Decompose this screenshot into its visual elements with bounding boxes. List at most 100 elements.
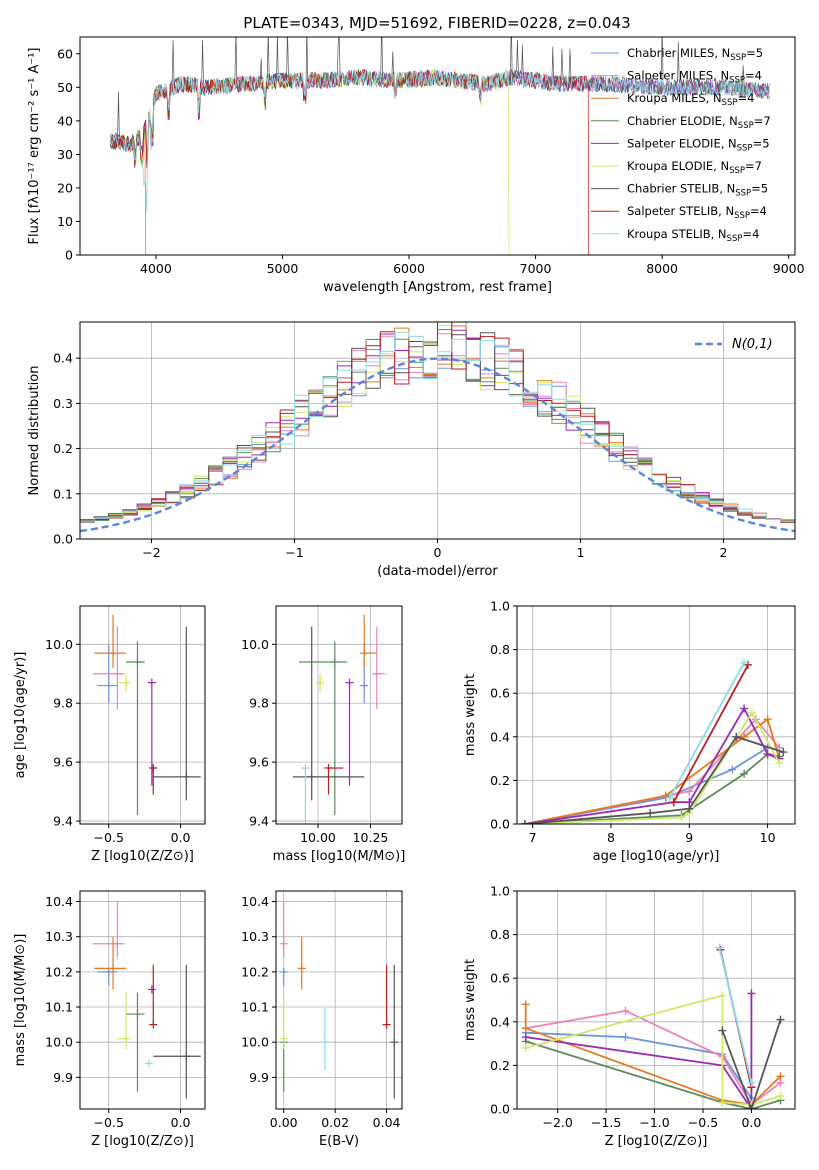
y-tick-label: 1.0	[490, 884, 510, 899]
x-tick-label: 4000	[140, 261, 172, 276]
spectrum-panel: 4000 5000 6000 7000 8000 9000 0 10 20 30 40 50 60 wav…	[27, 36, 805, 295]
y-tick-label: 10.0	[45, 637, 73, 652]
data-point	[104, 967, 113, 976]
y-tick-label: 50	[57, 80, 73, 95]
data-point	[360, 681, 369, 690]
data-point	[182, 1052, 191, 1061]
axes-frame	[516, 890, 796, 1110]
y-axis-label: Normed distribution	[27, 366, 42, 496]
y-tick-label: 20	[57, 180, 73, 195]
x-axis-label: Z [log10(Z/Z⊙)]	[91, 849, 194, 864]
y-tick-label: 0.4	[490, 729, 510, 744]
y-tick-label: 9.9	[249, 1070, 269, 1085]
data-point	[182, 772, 191, 781]
y-axis-label: mass weight	[463, 959, 478, 1041]
y-tick-label: 0.6	[490, 686, 510, 701]
series-marker	[715, 943, 724, 952]
y-tick-label: 0.1	[53, 486, 73, 501]
y-tick-label: 10.1	[45, 1000, 73, 1015]
data-point	[133, 1010, 142, 1019]
series-marker	[776, 1091, 785, 1100]
data-point	[320, 1038, 329, 1047]
data-point	[113, 669, 122, 678]
data-point	[113, 939, 122, 948]
x-tick-label: 6000	[393, 261, 425, 276]
weight-vs-Z-panel: −2.0 −1.5 −1.0 −0.5 0.0 0.0 0.2 0.4 0.6 0.8 1.0 Z […	[463, 884, 796, 1149]
data-point	[279, 1034, 288, 1043]
series-line	[525, 993, 753, 1109]
series-marker	[776, 1072, 785, 1081]
x-tick-label: 5000	[267, 261, 299, 276]
data-point	[121, 1034, 130, 1043]
data-point	[345, 678, 354, 687]
series-marker	[677, 813, 686, 822]
y-tick-label: 10.4	[241, 894, 269, 909]
y-tick-label: 9.9	[53, 1070, 73, 1085]
axes-frame	[275, 890, 403, 1110]
series-marker	[740, 769, 749, 778]
axes-frame	[79, 890, 206, 1110]
x-axis-label: Z [log10(Z/Z⊙)]	[605, 1134, 708, 1149]
x-axis-label: age [log10(age/yr)]	[593, 849, 720, 864]
legend-value: =4	[742, 227, 759, 241]
legend-subscript: SSP	[738, 121, 754, 131]
y-tick-label: 9.4	[53, 814, 73, 829]
series-marker	[521, 1033, 530, 1042]
spectrum-line-kroupa-stelib	[110, 68, 770, 213]
data-point	[147, 678, 156, 687]
series-marker	[718, 1026, 727, 1035]
y-tick-label: 10.4	[45, 894, 73, 909]
x-axis-label: mass [log10(M/M⊙)]	[273, 849, 406, 864]
data-point	[149, 1020, 158, 1029]
y-tick-label: 1.0	[490, 599, 510, 614]
y-tick-label: 10.3	[45, 929, 73, 944]
data-point	[307, 772, 316, 781]
mass-vs-Z-plot	[92, 901, 201, 1099]
x-tick-label: 7	[529, 830, 537, 845]
series-marker	[685, 804, 694, 813]
data-point	[104, 681, 113, 690]
legend-subscript: SSP	[734, 211, 750, 221]
x-tick-label: −1	[285, 545, 303, 560]
x-axis-label: Z [log10(Z/Z⊙)]	[91, 1134, 194, 1149]
x-tick-label: 0.00	[270, 1115, 298, 1130]
data-point	[279, 939, 288, 948]
mass-vs-EBV-plot	[279, 901, 399, 1099]
weight-vs-age-plot	[520, 658, 788, 824]
y-tick-label: 0.8	[490, 927, 510, 942]
legend-subscript: SSP	[729, 166, 745, 176]
y-tick-label: 60	[57, 46, 73, 61]
age-vs-Z-panel: −0.5 0.0 9.4 9.6 9.8 10.0 Z [log10(Z/Z⊙)] age […	[13, 605, 206, 864]
y-axis-label: Flux [fλ10⁻¹⁷ erg cm⁻² s⁻¹ A⁻¹]	[27, 48, 42, 245]
series-marker	[621, 1006, 630, 1015]
x-axis-label: (data-model)/error	[377, 564, 498, 579]
weight-vs-age-panel: 7 8 9 10 0.0 0.2 0.4 0.6 0.8 1.0 age [log10(age/yr…	[463, 599, 796, 864]
x-tick-label: 10.25	[353, 830, 389, 845]
series-marker	[685, 787, 694, 796]
x-tick-label: −0.5	[94, 830, 124, 845]
y-tick-label: 0.6	[490, 971, 510, 986]
mass-vs-EBV-panel: 0.00 0.02 0.04 9.9 10.0 10.1 10.2 10.3 10.4 E(B-V…	[241, 890, 403, 1149]
histogram-step	[80, 322, 795, 523]
y-tick-label: 0.2	[490, 1058, 510, 1073]
legend-label: Salpeter STELIB, NSSP=4	[627, 204, 767, 221]
series-marker	[521, 1024, 530, 1033]
x-tick-label: 1	[577, 545, 585, 560]
y-tick-label: 0.2	[490, 773, 510, 788]
legend-label: Chabrier MILES, NSSP=5	[627, 46, 763, 63]
series-marker	[732, 732, 741, 741]
x-tick-label: −0.5	[688, 1115, 718, 1130]
legend-value: =5	[746, 46, 763, 60]
y-tick-label: 0.4	[53, 351, 73, 366]
residual-histogram-plot	[80, 322, 795, 533]
y-tick-label: 9.4	[249, 814, 269, 829]
x-tick-label: −2	[142, 545, 160, 560]
data-point	[330, 657, 339, 666]
x-tick-label: 7000	[520, 261, 552, 276]
series-marker	[718, 1098, 727, 1107]
series-marker	[763, 750, 772, 759]
y-tick-label: 10.0	[241, 637, 269, 652]
legend-subscript: SSP	[727, 234, 743, 244]
data-point	[149, 764, 158, 773]
y-axis-label: age [log10(age/yr)]	[13, 652, 28, 779]
